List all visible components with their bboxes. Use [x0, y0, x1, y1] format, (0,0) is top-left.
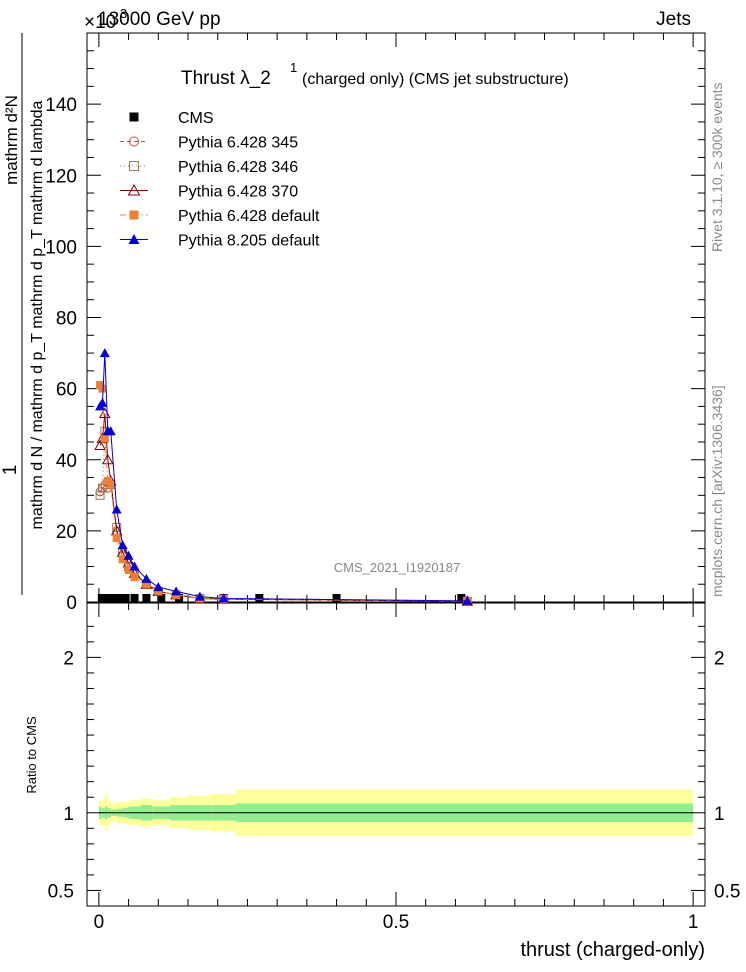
cms-data-point	[332, 594, 341, 602]
header-jets: Jets	[656, 9, 691, 30]
y-tick-label: 60	[56, 380, 77, 401]
ratio-bands	[98, 789, 694, 837]
main-axis-ticks: 0 20 40 60 80 100 120 140	[45, 32, 705, 614]
legend-marker	[129, 136, 139, 147]
ratio-y-tick-label-left: 1	[63, 804, 74, 825]
y-label-denominator: mathrm d N / mathrm d p_T mathrm d p_T m…	[29, 100, 46, 529]
series-point	[100, 434, 109, 443]
cms-data-point	[97, 594, 106, 602]
legend-label: Pythia 6.428 346	[178, 159, 298, 176]
ratio-y-tick-label-right: 0.5	[714, 881, 740, 902]
series-point	[130, 573, 139, 582]
series-line	[99, 483, 468, 602]
series-point	[95, 490, 105, 500]
chart-title-main: Thrust λ_2	[181, 68, 271, 89]
chart-title-rest: (charged only) (CMS jet substructure)	[302, 71, 569, 88]
cms-data-point	[109, 594, 118, 602]
series-point	[98, 384, 107, 393]
series-point	[105, 426, 116, 436]
series-point	[94, 439, 106, 451]
ratio-y-label: Ratio to CMS	[24, 716, 39, 794]
ratio-axis-ticks: 0.5 0.5 1 1 2 2 0 0.5 1	[48, 603, 740, 933]
y-tick-label: 140	[45, 95, 77, 116]
cms-data-point	[130, 594, 139, 602]
y-tick-label: 20	[56, 522, 77, 543]
series-point	[111, 504, 122, 514]
series-point	[117, 540, 128, 550]
series-line	[99, 431, 468, 602]
y-tick-label: 120	[45, 166, 77, 187]
exponent-label: ×10	[84, 12, 116, 33]
series-point	[129, 561, 140, 571]
y-tick-label: 40	[56, 451, 77, 472]
rivet-label: Rivet 3.1.10, ≥ 300k events	[709, 82, 725, 252]
legend-label: Pythia 6.428 370	[178, 184, 298, 201]
series-layer	[94, 348, 474, 606]
y-tick-label: 80	[56, 309, 77, 330]
series-point	[97, 397, 108, 407]
y-label-numerator2: mathrm d²N	[2, 95, 21, 185]
cms-data-point	[255, 594, 264, 602]
analysis-watermark: CMS_2021_I1920187	[334, 560, 461, 575]
series-5	[95, 348, 473, 605]
header-energy: 13000 GeV pp	[98, 9, 221, 30]
ratio-y-tick-label-right: 1	[714, 804, 725, 825]
series-point	[462, 595, 473, 605]
ratio-y-tick-label-right: 2	[714, 648, 725, 669]
cms-data-point	[115, 594, 124, 602]
legend-label: Pythia 6.428 345	[178, 135, 298, 152]
main-y-label: 1 mathrm d²N mathrm d N / mathrm d p_T m…	[0, 33, 46, 595]
ratio-plot-frame	[86, 602, 706, 907]
x-tick-label: 0.5	[383, 912, 409, 933]
series-1	[95, 480, 472, 606]
legend-marker	[128, 234, 140, 244]
series-line	[99, 384, 468, 602]
series-point	[154, 587, 163, 596]
legend-label: Pythia 8.205 default	[178, 233, 320, 250]
legend-marker	[129, 112, 139, 122]
series-point	[118, 555, 127, 564]
cms-data-point	[457, 594, 466, 602]
series-point	[171, 586, 182, 596]
x-axis-label: thrust (charged-only)	[520, 939, 705, 961]
ratio-y-tick-label-left: 2	[63, 648, 74, 669]
cms-data-point	[103, 594, 112, 602]
ratio-y-tick-label-left: 0.5	[48, 881, 74, 902]
series-point	[99, 348, 110, 358]
series-point	[194, 591, 205, 601]
y-tick-label: 100	[45, 237, 77, 258]
cms-data-point	[142, 594, 151, 602]
legend-marker	[127, 183, 141, 196]
mcplots-label: mcplots.cern.ch [arXiv:1306.3436]	[709, 385, 725, 597]
series-point	[153, 582, 164, 592]
legend-label: CMS	[178, 110, 214, 127]
series-point	[106, 480, 115, 489]
series-2	[95, 426, 472, 606]
series-point	[141, 573, 152, 583]
legend-marker	[129, 210, 139, 220]
chart-title-sup: 1	[290, 60, 297, 75]
cms-data-point	[121, 594, 130, 602]
series-point	[123, 550, 134, 560]
exponent-power: 3	[120, 6, 127, 21]
x-tick-label: 1	[688, 912, 699, 933]
y-tick-label: 0	[66, 593, 77, 614]
x-tick-label: 0	[94, 912, 105, 933]
legend-marker	[129, 161, 139, 171]
series-point	[101, 453, 114, 465]
series-point	[142, 580, 151, 589]
series-point	[112, 533, 121, 542]
legend-label: Pythia 6.428 default	[178, 208, 320, 225]
legend: CMS Pythia 6.428 345 Pythia 6.428 346 Pythi…	[120, 110, 320, 250]
series-point	[124, 565, 133, 574]
series-point	[218, 593, 229, 603]
series-3	[94, 407, 474, 606]
y-label-numerator: 1	[0, 465, 21, 476]
cms-data-point	[157, 594, 166, 602]
